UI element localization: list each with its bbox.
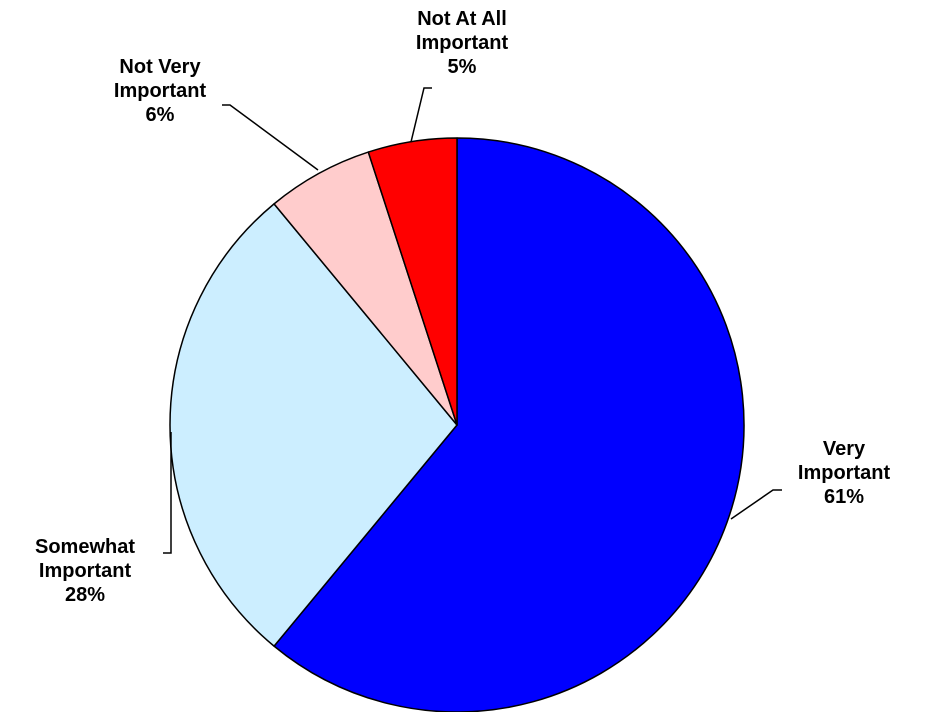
pie-slices: [169, 137, 745, 712]
value-label: 5%: [448, 56, 477, 78]
pie-slice-somewhat-important: [169, 203, 458, 647]
data-label-not-very-important: Not Very Important 6%: [114, 56, 207, 126]
category-label-line: Important: [114, 80, 207, 102]
category-label-line: Very: [823, 438, 866, 460]
data-label-not-at-all-important: Not At All Important 5%: [416, 8, 509, 78]
leader-line-somewhat-important: [163, 432, 172, 554]
category-label-line: Somewhat: [35, 536, 135, 558]
pie-slice-very-important: [273, 137, 745, 712]
category-label-line: Important: [798, 462, 891, 484]
value-label: 28%: [65, 584, 105, 606]
category-label-line: Not Very: [119, 56, 201, 78]
value-label: 6%: [146, 104, 175, 126]
leader-line-not-very-important: [222, 104, 319, 171]
pie-slice-not-at-all-important: [367, 137, 458, 426]
category-label-line: Important: [39, 560, 132, 582]
category-label-line: Not At All: [417, 8, 507, 30]
category-label-line: Important: [416, 32, 509, 54]
value-label: 61%: [824, 486, 864, 508]
slice-labels: Very Important 61%Somewhat Important 28%Not …: [35, 8, 890, 606]
leader-lines: [163, 87, 782, 554]
leader-line-very-important: [730, 489, 782, 520]
data-label-very-important: Very Important 61%: [798, 438, 891, 508]
data-label-somewhat-important: Somewhat Important 28%: [35, 536, 135, 606]
leader-line-not-at-all-important: [410, 87, 432, 143]
